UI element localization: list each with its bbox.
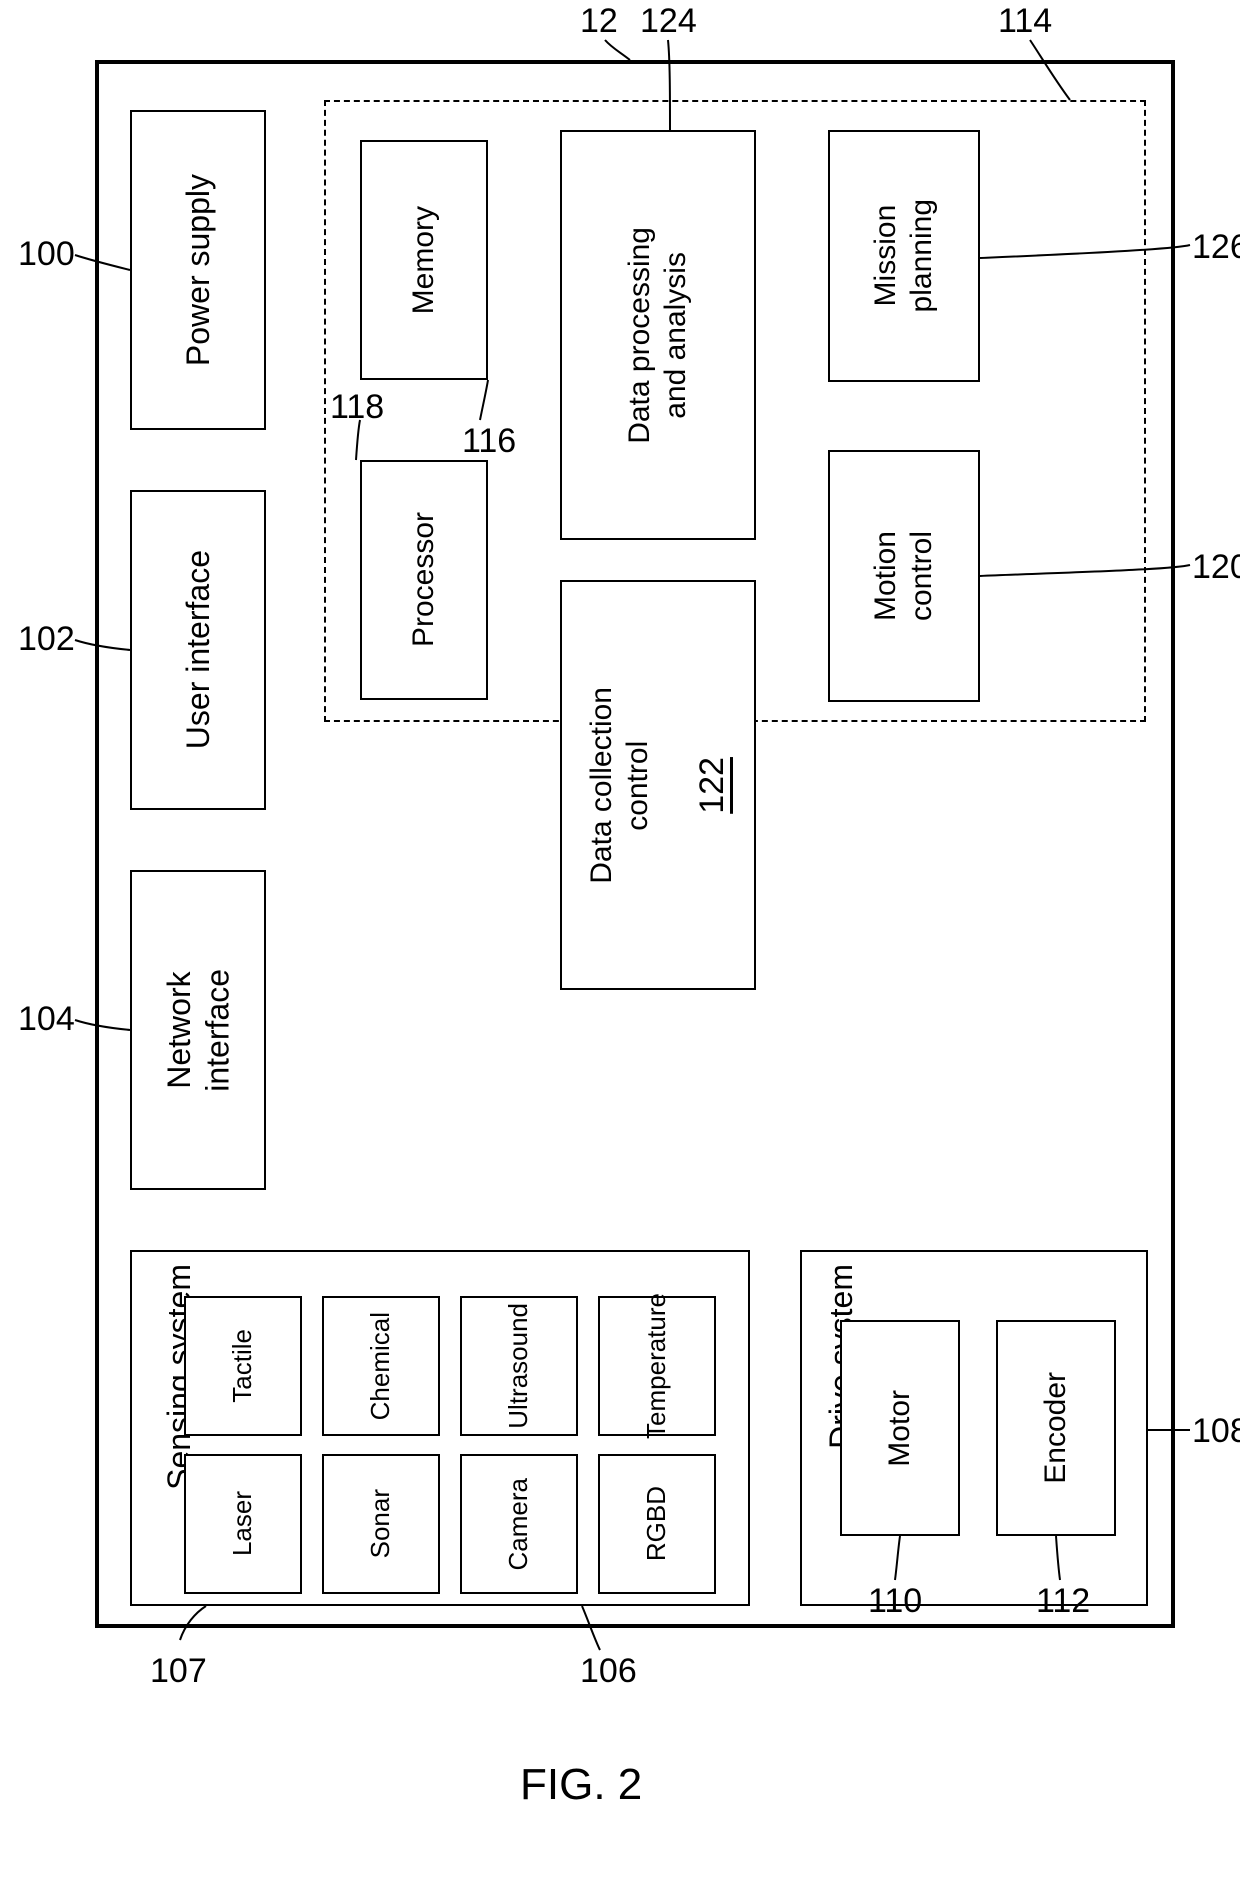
leader-lines bbox=[0, 0, 1240, 1884]
